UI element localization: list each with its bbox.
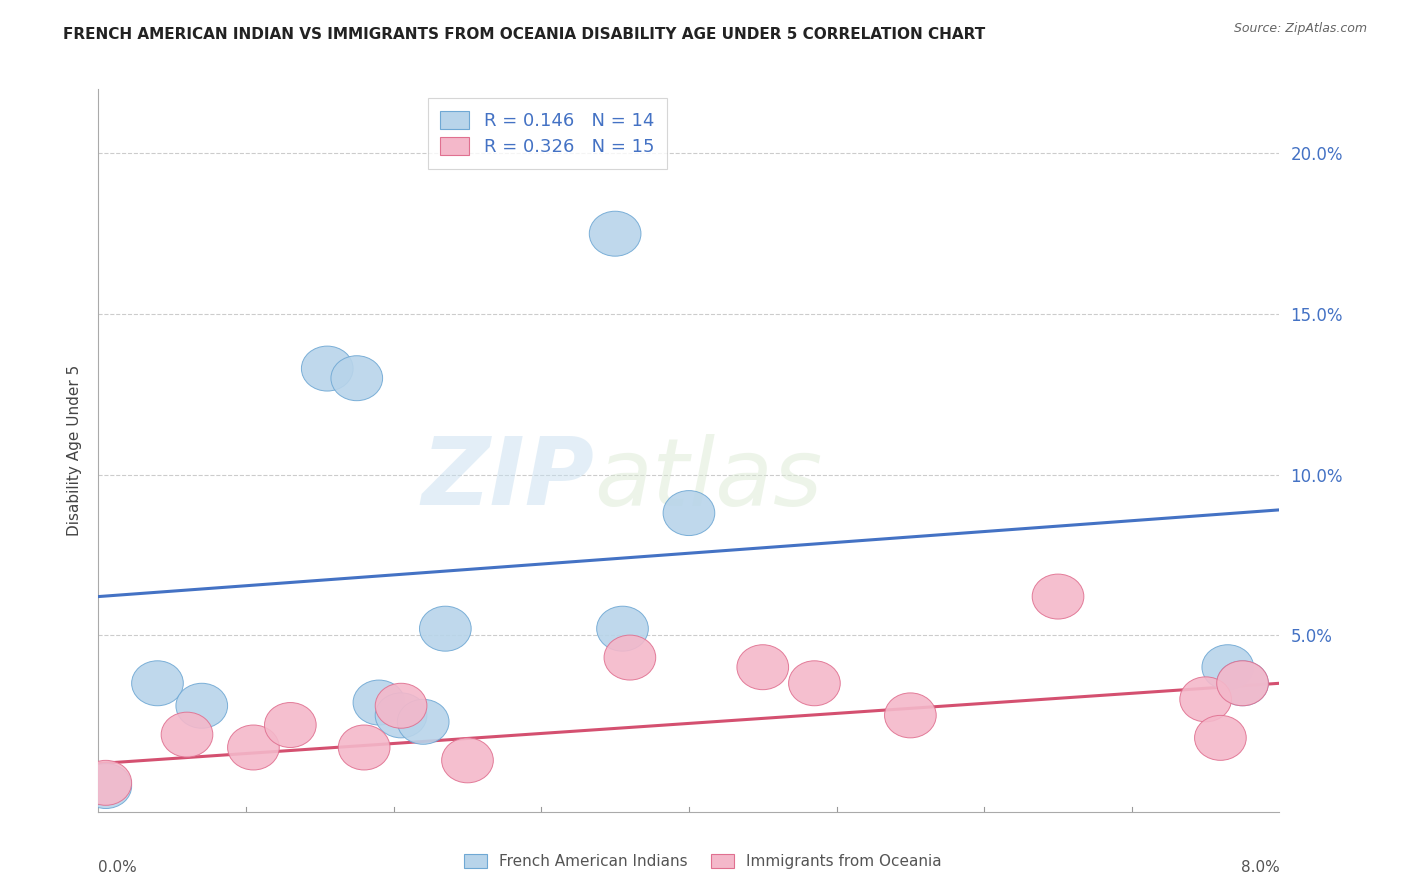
Ellipse shape xyxy=(589,211,641,256)
Ellipse shape xyxy=(353,680,405,725)
Ellipse shape xyxy=(398,699,449,744)
Ellipse shape xyxy=(789,661,841,706)
Ellipse shape xyxy=(1216,661,1268,706)
Ellipse shape xyxy=(132,661,183,706)
Ellipse shape xyxy=(176,683,228,728)
Ellipse shape xyxy=(419,607,471,651)
Ellipse shape xyxy=(1032,574,1084,619)
Ellipse shape xyxy=(162,712,212,757)
Ellipse shape xyxy=(330,356,382,401)
Ellipse shape xyxy=(441,738,494,783)
Text: Source: ZipAtlas.com: Source: ZipAtlas.com xyxy=(1233,22,1367,36)
Ellipse shape xyxy=(375,693,427,738)
Ellipse shape xyxy=(228,725,280,770)
Text: ZIP: ZIP xyxy=(422,434,595,525)
Ellipse shape xyxy=(1195,715,1246,760)
Text: atlas: atlas xyxy=(595,434,823,524)
Ellipse shape xyxy=(596,607,648,651)
Ellipse shape xyxy=(1216,661,1268,706)
Ellipse shape xyxy=(1202,645,1254,690)
Ellipse shape xyxy=(375,683,427,728)
Ellipse shape xyxy=(339,725,389,770)
Ellipse shape xyxy=(605,635,655,680)
Text: 8.0%: 8.0% xyxy=(1240,860,1279,875)
Ellipse shape xyxy=(264,703,316,747)
Text: 0.0%: 0.0% xyxy=(98,860,138,875)
Y-axis label: Disability Age Under 5: Disability Age Under 5 xyxy=(66,365,82,536)
Ellipse shape xyxy=(80,760,132,805)
Ellipse shape xyxy=(737,645,789,690)
Ellipse shape xyxy=(664,491,714,535)
Ellipse shape xyxy=(301,346,353,391)
Ellipse shape xyxy=(884,693,936,738)
Ellipse shape xyxy=(80,764,132,808)
Text: FRENCH AMERICAN INDIAN VS IMMIGRANTS FROM OCEANIA DISABILITY AGE UNDER 5 CORRELA: FRENCH AMERICAN INDIAN VS IMMIGRANTS FRO… xyxy=(63,27,986,42)
Ellipse shape xyxy=(1180,677,1232,722)
Legend: R = 0.146   N = 14, R = 0.326   N = 15: R = 0.146 N = 14, R = 0.326 N = 15 xyxy=(427,98,666,169)
Legend: French American Indians, Immigrants from Oceania: French American Indians, Immigrants from… xyxy=(458,847,948,875)
